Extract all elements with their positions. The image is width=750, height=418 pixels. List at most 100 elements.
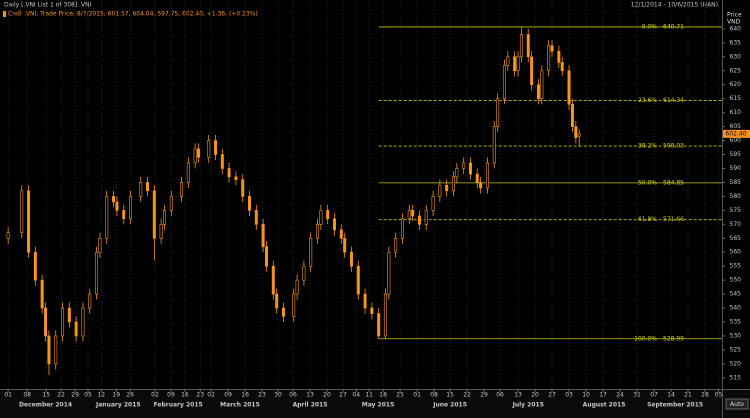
candle-body [530, 56, 534, 86]
x-tick-label: 02 [151, 392, 159, 399]
fib-level: 23.6% [638, 97, 657, 104]
x-tick-label: 13 [306, 392, 314, 399]
x-axis-band [0, 389, 750, 418]
fibonacci: 0.0% 640.71 23.6% 614.34 38.2% 598.03 50.0% 584… [378, 23, 722, 342]
candle-body [6, 232, 10, 239]
candle-body [67, 307, 71, 323]
candle-body [377, 313, 381, 337]
candle-body [122, 210, 126, 220]
candle-body [445, 184, 449, 192]
fib-level: 50.0% [638, 179, 657, 186]
candle-body [417, 215, 421, 225]
fib-level: 61.8% [638, 216, 657, 223]
y-tick-label: 630 [730, 53, 742, 60]
date-range: 12/1/2014 - 10/6/2015 (HAN) [631, 2, 718, 9]
y-tick-label: 540 [730, 305, 742, 312]
candle-body [105, 196, 109, 239]
x-tick-label: 12 [97, 392, 105, 399]
legend: .VNI, Trade Price, 8/7/2015, 601.57, 604… [24, 11, 258, 18]
candle-body [295, 279, 299, 295]
x-tick-label: 10 [582, 392, 590, 399]
candle-body [332, 218, 336, 231]
candle-body [227, 168, 231, 178]
x-tick-label: 02 [207, 392, 215, 399]
candle-body [557, 50, 561, 63]
candle-body [540, 70, 544, 99]
candle-body [407, 210, 411, 220]
x-tick-label: 08 [430, 392, 438, 399]
candle-body [27, 190, 31, 253]
candle-body [479, 182, 483, 189]
y-tick-label: 605 [730, 123, 742, 130]
x-tick-label: 18 [379, 392, 387, 399]
y-tick-label: 530 [730, 332, 742, 339]
candle-body [315, 224, 319, 239]
x-tick-label: 29 [480, 392, 488, 399]
x-tick-label: 21 [684, 392, 692, 399]
candle-body [431, 196, 435, 211]
y-tick-label: 600 [730, 137, 742, 144]
x-tick-label: 15 [446, 392, 454, 399]
candle-body [20, 190, 24, 233]
candle-body [129, 196, 133, 220]
candle-body [462, 162, 466, 169]
candle-body [302, 265, 306, 281]
candle-body [241, 179, 245, 197]
candle-body [54, 335, 58, 365]
candle-body [207, 140, 211, 158]
x-tick-label: 17 [599, 392, 607, 399]
month-label: February 2015 [154, 402, 203, 409]
candle-body [186, 162, 190, 183]
month-label: April 2015 [293, 402, 328, 409]
x-tick-label: 29 [71, 392, 79, 399]
x-tick-label: 24 [616, 392, 624, 399]
x-tick-label: 06 [496, 392, 504, 399]
candle-body [139, 182, 143, 197]
x-tick-label: 08 [23, 392, 31, 399]
legend-swatch [3, 11, 6, 17]
candle-body [163, 210, 167, 225]
fib-level: 100.0% [634, 335, 657, 342]
y-tick-label: 550 [730, 277, 742, 284]
x-tick-label: 27 [339, 392, 347, 399]
x-tick-label: 01 [4, 392, 12, 399]
y-tick-label: 560 [730, 249, 742, 256]
x-tick-label: 26 [126, 392, 134, 399]
y-tick-label: 575 [730, 207, 742, 214]
y-tick-label: 535 [730, 319, 742, 326]
month-label: July 2015 [512, 402, 544, 409]
last-price-label: 602.40 [726, 130, 747, 137]
candle-body [492, 126, 496, 164]
candle-body [363, 293, 367, 309]
month-label: August 2015 [583, 402, 626, 409]
x-tick-label: 03 [565, 392, 573, 399]
y-axis-title: Price [727, 12, 742, 19]
legend-tag: Cndl [8, 11, 22, 18]
y-tick-label: 515 [730, 374, 742, 381]
candle-body [383, 293, 387, 337]
month-label: January 2015 [95, 402, 141, 409]
candle-body [292, 293, 296, 317]
y-tick-label: 640 [730, 25, 742, 32]
y-tick-label: 595 [730, 151, 742, 158]
month-label: March 2015 [220, 402, 260, 409]
fib-level: 38.2% [638, 143, 657, 150]
candle-body [115, 201, 119, 211]
candle-body [254, 210, 258, 225]
candle-body [197, 148, 201, 158]
autoscale-button[interactable] [725, 398, 749, 410]
candle-body [61, 307, 65, 337]
y-tick-label: 525 [730, 346, 742, 353]
autoscale-label[interactable]: Auto [730, 401, 744, 408]
candle-body [47, 335, 51, 365]
x-tick-label: 15 [42, 392, 50, 399]
candle-body [570, 103, 574, 127]
candle-body [411, 210, 415, 217]
candle-body [248, 196, 252, 211]
fib-value: 598.03 [663, 143, 684, 150]
candle-body [152, 190, 156, 239]
y-tick-label: 565 [730, 235, 742, 242]
candle-body [516, 56, 520, 72]
x-tick-label: 07 [650, 392, 658, 399]
